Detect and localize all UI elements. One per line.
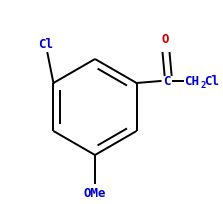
- Text: CH: CH: [185, 75, 200, 88]
- Text: C: C: [163, 75, 170, 88]
- Text: Cl: Cl: [38, 38, 53, 51]
- Text: Cl: Cl: [204, 75, 220, 88]
- Text: O: O: [162, 33, 169, 46]
- Text: OMe: OMe: [84, 186, 106, 199]
- Text: 2: 2: [200, 81, 206, 90]
